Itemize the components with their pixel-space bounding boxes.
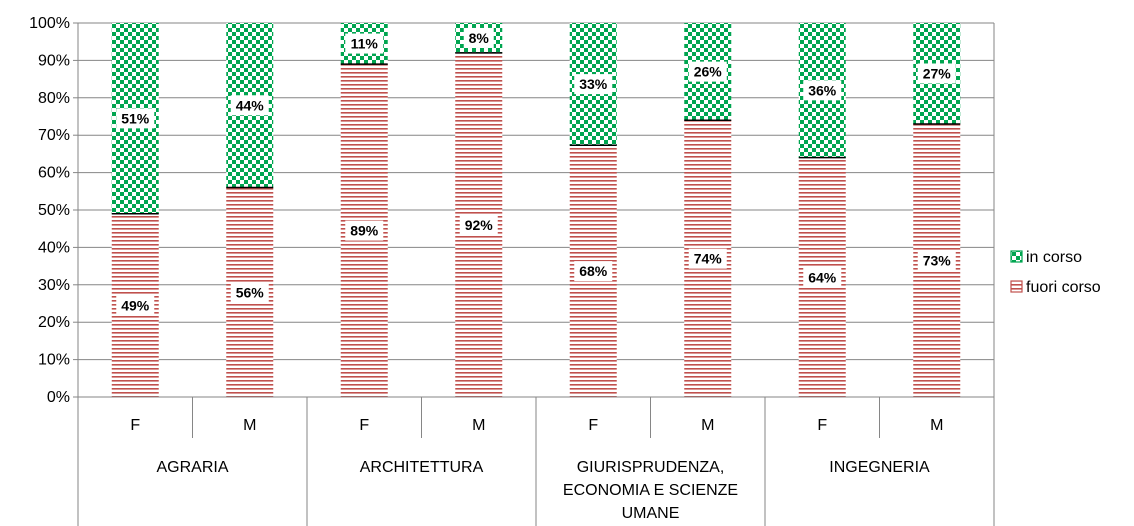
legend-swatch (1010, 280, 1023, 293)
data-label-fuori-corso-bg (803, 267, 842, 288)
y-axis-ticks: 0% 10% 20% 30% 40% 50% 60% 70% 80% 90% 100% (29, 15, 70, 406)
data-label-in-corso: 36% (808, 82, 837, 98)
y-tick-label: 10% (38, 352, 70, 369)
data-label-fuori-corso: 68% (579, 263, 608, 279)
group-label: ARCHITETTURA (360, 459, 484, 476)
category-label: F (588, 417, 598, 434)
y-tick-label: 100% (29, 15, 70, 32)
y-tick-label: 30% (38, 277, 70, 294)
data-label-in-corso: 11% (351, 36, 379, 52)
data-label-fuori-corso-bg (116, 295, 155, 316)
group-label: AGRARIA (156, 459, 228, 476)
data-label-fuori-corso-bg (917, 250, 956, 271)
legend-label: fuori corso (1026, 279, 1101, 296)
data-label-in-corso: 51% (121, 110, 150, 126)
y-tick-label: 0% (47, 389, 70, 406)
category-label: M (472, 417, 485, 434)
y-tick-label: 40% (38, 239, 70, 256)
data-label-fuori-corso: 92% (465, 217, 494, 233)
category-label: F (359, 417, 369, 434)
data-label-in-corso: 33% (579, 76, 608, 92)
group-label: INGEGNERIA (829, 459, 930, 476)
data-label-fuori-corso-bg (688, 248, 727, 269)
data-label-in-corso: 27% (923, 65, 952, 81)
data-label-fuori-corso: 49% (121, 297, 150, 313)
data-label-fuori-corso: 74% (694, 251, 723, 267)
data-label-fuori-corso: 89% (350, 223, 379, 239)
y-tick-label: 50% (38, 202, 70, 219)
category-label: M (243, 417, 256, 434)
group-label: UMANE (622, 505, 680, 522)
group-label: ECONOMIA E SCIENZE (563, 482, 738, 499)
data-label-fuori-corso-bg (230, 282, 269, 303)
category-label: M (930, 417, 943, 434)
y-tick-label: 60% (38, 165, 70, 182)
data-label-in-corso-bg (803, 80, 842, 101)
data-label-fuori-corso: 64% (808, 269, 837, 285)
data-label-in-corso-bg (116, 108, 155, 129)
group-label: GIURISPRUDENZA, (577, 459, 725, 476)
legend-swatch (1010, 250, 1023, 263)
data-label-in-corso: 26% (694, 64, 723, 80)
data-label-fuori-corso-bg (345, 220, 384, 241)
data-label-in-corso-bg (230, 95, 269, 116)
y-tick-label: 80% (38, 90, 70, 107)
x-axis: F M AGRARIA F M ARCHITETTURA F M GIURISPRUDENZA,… (77, 396, 995, 526)
legend: in corso fuori corso (1010, 249, 1101, 296)
data-label-in-corso-bg (688, 61, 727, 82)
data-label-in-corso: 44% (236, 97, 265, 113)
data-label-in-corso-bg (463, 27, 494, 48)
data-label-fuori-corso: 73% (923, 252, 952, 268)
y-tick-label: 70% (38, 127, 70, 144)
data-label-in-corso-bg (345, 33, 384, 54)
category-label: F (130, 417, 140, 434)
category-label: M (701, 417, 714, 434)
y-tick-label: 90% (38, 52, 70, 69)
data-label-fuori-corso: 56% (236, 284, 265, 300)
category-label: F (817, 417, 827, 434)
data-label-fuori-corso-bg (574, 261, 613, 282)
data-label-in-corso: 8% (469, 30, 490, 46)
gridlines (73, 22, 995, 398)
data-label-in-corso-bg (917, 63, 956, 84)
data-label-fuori-corso-bg (459, 214, 498, 235)
y-tick-label: 20% (38, 314, 70, 331)
data-label-in-corso-bg (574, 74, 613, 95)
data-labels: 49% 51% 56% 44% 89% 11% 92% 8% 68% 33% 74% 26% 64% 36… (116, 27, 956, 316)
legend-label: in corso (1026, 249, 1082, 266)
